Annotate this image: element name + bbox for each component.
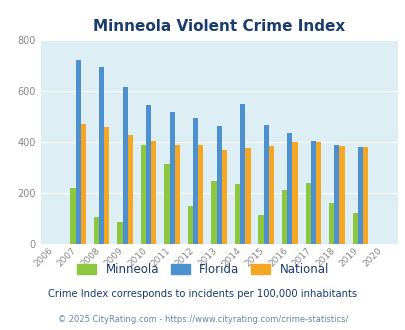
Bar xyxy=(352,213,357,244)
Bar xyxy=(310,141,315,244)
Bar xyxy=(141,145,146,244)
Bar xyxy=(128,135,133,244)
Bar xyxy=(81,124,86,244)
Bar xyxy=(305,183,310,244)
Bar xyxy=(151,141,156,244)
Bar xyxy=(263,124,268,244)
Text: Crime Index corresponds to incidents per 100,000 inhabitants: Crime Index corresponds to incidents per… xyxy=(48,289,357,299)
Legend: Minneola, Florida, National: Minneola, Florida, National xyxy=(72,258,333,281)
Bar xyxy=(75,59,81,244)
Bar xyxy=(328,203,333,244)
Text: © 2025 CityRating.com - https://www.cityrating.com/crime-statistics/: © 2025 CityRating.com - https://www.city… xyxy=(58,315,347,324)
Bar xyxy=(188,206,193,244)
Bar xyxy=(339,146,344,244)
Bar xyxy=(164,164,169,244)
Bar xyxy=(175,145,179,244)
Bar xyxy=(169,112,175,244)
Bar xyxy=(245,148,250,244)
Bar xyxy=(315,142,320,244)
Bar xyxy=(357,147,362,244)
Bar xyxy=(258,215,263,244)
Bar xyxy=(146,105,151,244)
Bar xyxy=(286,133,292,244)
Bar xyxy=(198,145,203,244)
Title: Minneola Violent Crime Index: Minneola Violent Crime Index xyxy=(93,19,345,34)
Bar xyxy=(292,142,297,244)
Bar xyxy=(281,190,286,244)
Bar xyxy=(211,181,216,244)
Bar xyxy=(240,104,245,244)
Bar xyxy=(117,222,122,244)
Bar xyxy=(221,150,226,244)
Bar xyxy=(268,146,273,244)
Bar xyxy=(193,117,198,244)
Bar xyxy=(333,145,339,244)
Bar xyxy=(234,183,240,244)
Bar xyxy=(122,87,128,244)
Bar xyxy=(362,147,367,244)
Bar xyxy=(94,216,99,244)
Bar xyxy=(70,188,75,244)
Bar xyxy=(99,67,104,244)
Bar xyxy=(216,126,221,244)
Bar xyxy=(104,127,109,244)
